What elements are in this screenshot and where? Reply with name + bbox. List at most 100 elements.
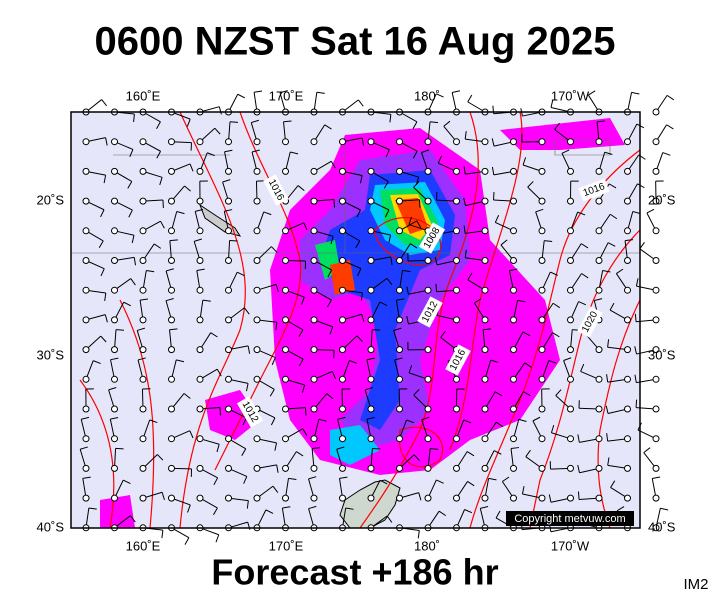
forecast-label: Forecast +186 hr [211,552,498,593]
barb-station [310,316,318,324]
barb-station [310,286,318,294]
copyright: Copyright metvuw.com [514,513,625,525]
barb-feather [616,506,625,512]
barb-station [225,464,232,472]
barb-feather [194,238,202,242]
barb-feather [491,166,495,175]
barb-feather [108,387,117,391]
barb-station [168,435,175,443]
barb-feather [298,358,304,367]
barb-feather [523,391,531,397]
barb-feather [494,214,500,223]
barb-station [567,197,574,205]
barb-station [339,257,346,264]
barb-feather [463,419,472,424]
isobar [119,299,155,529]
barb-feather [241,448,247,456]
barb-station [567,494,574,502]
barb-feather [440,330,446,338]
barb-feather [480,505,489,509]
barb-station [510,435,517,443]
barb-feather [464,131,467,140]
barb-feather [339,476,348,479]
barb-station [82,197,90,205]
barb-station [82,435,90,443]
barb-station [624,494,631,502]
barb-feather [100,335,107,343]
barb-station [481,257,489,264]
barb-feather [429,121,439,124]
barb-feather [246,500,249,509]
barb-station [481,227,489,235]
barb-station [424,286,432,294]
barb-station [396,197,403,205]
barb-station [424,197,432,205]
barb-station [253,167,261,175]
barb-feather [552,302,561,309]
barb-feather [326,393,334,400]
barb-station [282,405,289,413]
barb-feather [474,298,482,304]
barb-feather [544,240,553,243]
barb-feather [216,444,220,453]
barb-feather [222,179,231,183]
barb-feather [421,149,430,153]
barb-station [111,375,118,383]
barb-station [367,346,375,354]
barb-station [567,286,574,294]
barb-station [595,286,603,294]
barb-station [396,167,403,175]
barb-station [538,346,546,354]
barb-feather [610,480,616,488]
lon-label: 170˚W [551,538,590,553]
barb-station [225,138,232,146]
barb-feather [578,301,587,306]
barb-station [510,138,517,146]
barb-feather [282,506,291,509]
barb-feather [518,418,527,423]
barb-station [624,346,631,354]
barb-station [139,375,147,383]
barb-station [168,316,175,324]
barb-station [652,257,660,264]
barb-station [253,286,261,294]
barb-feather [607,457,610,466]
barb-feather [312,447,321,449]
barb-station [139,257,147,264]
barb-station [225,316,232,324]
barb-feather [524,362,532,368]
isobar [398,426,444,468]
barb-station [510,405,517,413]
barb-station [196,257,204,264]
barb-feather [463,166,466,175]
wind-barbs [79,90,675,545]
barb-feather [588,90,596,96]
barb-station [339,346,346,354]
barb-station [168,257,175,264]
barb-feather [510,447,520,450]
barb-station [139,138,147,146]
isobar [597,299,641,529]
barb-station [82,167,90,175]
label-box [578,178,610,202]
barb-station [624,138,631,146]
barb-station [339,435,346,443]
barb-station [481,435,489,443]
barb-station [652,464,660,472]
barb-feather [386,277,393,285]
barb-feather [509,268,518,272]
barb-station [339,197,346,205]
barb-feather [101,99,108,107]
barb-feather [607,242,616,247]
isobar [79,379,115,529]
barb-feather [333,199,336,208]
lat-label: 20˚S [37,192,65,207]
barb-feather [359,175,363,184]
barb-station [282,167,289,175]
barb-station [310,167,318,175]
barb-feather [160,220,165,229]
barb-feather [616,268,624,275]
barb-station [253,197,261,205]
barb-feather [491,138,495,147]
barb-feather [604,151,613,155]
